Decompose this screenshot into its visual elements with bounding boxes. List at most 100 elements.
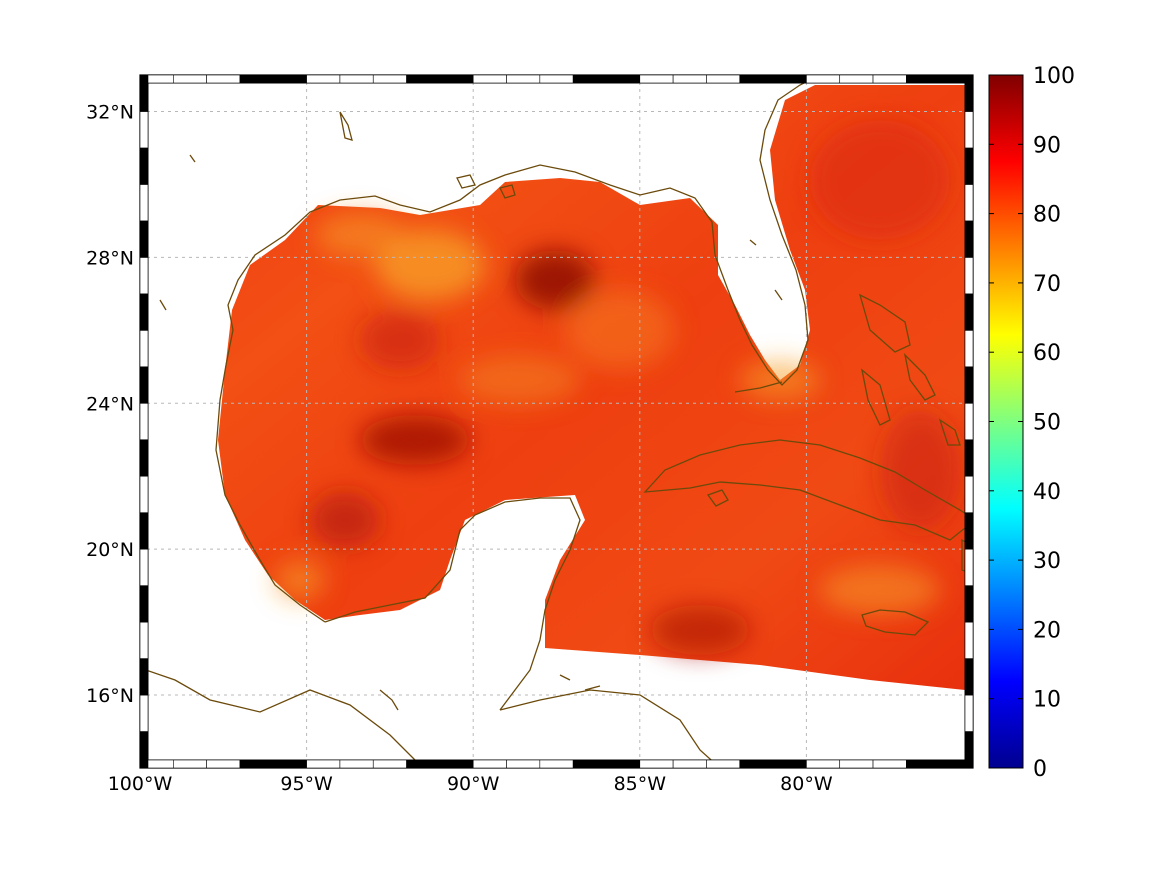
- frame-segment: [339, 759, 374, 769]
- colorbar-tick-label: 10: [1033, 688, 1061, 713]
- frame-segment: [272, 74, 307, 84]
- frame-segment: [139, 402, 149, 441]
- frame-segment: [964, 694, 974, 732]
- frame-segment: [506, 759, 541, 769]
- frame-border-bottom: [139, 759, 974, 769]
- frame-segment: [964, 548, 974, 586]
- frame-segment: [139, 475, 149, 513]
- frame-segment: [139, 184, 149, 222]
- frame-segment: [964, 439, 974, 477]
- frame-segment: [872, 74, 907, 84]
- frame-segment: [872, 759, 907, 769]
- gridlines: [140, 75, 973, 768]
- frame-segment: [606, 759, 641, 769]
- frame-segment: [439, 74, 474, 84]
- frame-segment: [964, 731, 974, 769]
- colorbar-tick-label: 100: [1033, 64, 1075, 89]
- colorbar-tick-label: 20: [1033, 618, 1061, 643]
- frame-segment: [639, 759, 674, 769]
- frame-segment: [139, 658, 149, 696]
- frame-segment: [139, 147, 149, 185]
- frame-segment: [806, 74, 841, 84]
- frame-segment: [372, 759, 407, 769]
- colorbar-tick-label: 90: [1033, 133, 1061, 158]
- frame-segment: [964, 147, 974, 185]
- frame-segment: [839, 74, 874, 84]
- frame-segment: [964, 257, 974, 295]
- frame-segment: [806, 759, 841, 769]
- frame-segment: [572, 74, 607, 84]
- frame-segment: [964, 585, 974, 623]
- lon-tick-label: 95°W: [280, 773, 333, 795]
- frame-segment: [706, 74, 741, 84]
- frame-segment: [239, 759, 274, 769]
- frame-segment: [964, 402, 974, 441]
- frame-segment: [739, 74, 774, 84]
- frame-segment: [439, 759, 474, 769]
- frame-segment: [964, 512, 974, 550]
- lon-tick-label: 100°W: [108, 773, 173, 795]
- frame-segment: [306, 759, 341, 769]
- lon-tick-label: 80°W: [780, 773, 833, 795]
- frame-segment: [964, 74, 974, 112]
- colorbar-tick-label: 30: [1033, 549, 1061, 574]
- frame-segment: [173, 74, 207, 84]
- frame-segment: [306, 74, 341, 84]
- frame-segment: [206, 759, 241, 769]
- colorbar-ticks: 0 10 20 30 40 50 60 70 80 90 100: [989, 64, 1075, 782]
- colorbar-tick-label: 60: [1033, 341, 1061, 366]
- frame-segment: [272, 759, 307, 769]
- colorbar: [988, 74, 1024, 769]
- frame-border-left: [139, 74, 149, 769]
- longitude-tick-labels: 100°W 95°W 90°W 85°W 80°W: [108, 773, 833, 795]
- frame-segment: [906, 74, 940, 84]
- lat-tick-label: 20°N: [86, 539, 134, 561]
- frame-border-top: [139, 74, 974, 84]
- colorbar-tick-label: 70: [1033, 272, 1061, 297]
- frame-segment: [139, 330, 149, 368]
- frame-segment: [139, 548, 149, 586]
- frame-segment: [139, 257, 149, 295]
- frame-segment: [964, 220, 974, 258]
- frame-segment: [406, 759, 441, 769]
- frame-segment: [339, 74, 374, 84]
- gulf-data-field: [218, 85, 965, 690]
- frame-segment: [772, 759, 807, 769]
- frame-segment: [206, 74, 241, 84]
- frame-segment: [173, 759, 207, 769]
- coastlines: [140, 75, 973, 768]
- frame-segment: [239, 74, 274, 84]
- frame-segment: [772, 74, 807, 84]
- frame-segment: [706, 759, 741, 769]
- frame-segment: [139, 111, 149, 149]
- frame-segment: [639, 74, 674, 84]
- lat-tick-label: 24°N: [86, 393, 134, 415]
- frame-segment: [672, 74, 707, 84]
- frame-segment: [964, 621, 974, 659]
- frame-segment: [139, 293, 149, 331]
- frame-segment: [139, 621, 149, 659]
- colorbar-tick-label: 40: [1033, 480, 1061, 505]
- frame-segment: [606, 74, 641, 84]
- frame-segment: [964, 475, 974, 513]
- colorbar-tick-label: 0: [1033, 757, 1047, 782]
- frame-segment: [906, 759, 940, 769]
- frame-segment: [139, 585, 149, 623]
- lat-tick-label: 16°N: [86, 685, 134, 707]
- frame-segment: [139, 366, 149, 404]
- frame-segment: [139, 74, 149, 112]
- colorbar-tick-label: 80: [1033, 203, 1061, 228]
- frame-segment: [472, 759, 507, 769]
- frame-segment: [672, 759, 707, 769]
- frame-segment: [739, 759, 774, 769]
- frame-segment: [139, 694, 149, 732]
- frame-segment: [964, 330, 974, 368]
- frame-segment: [964, 366, 974, 404]
- frame-segment: [406, 74, 441, 84]
- frame-segment: [964, 184, 974, 222]
- frame-segment: [372, 74, 407, 84]
- frame-border-right: [964, 74, 974, 769]
- frame-segment: [139, 731, 149, 769]
- frame-segment: [964, 111, 974, 149]
